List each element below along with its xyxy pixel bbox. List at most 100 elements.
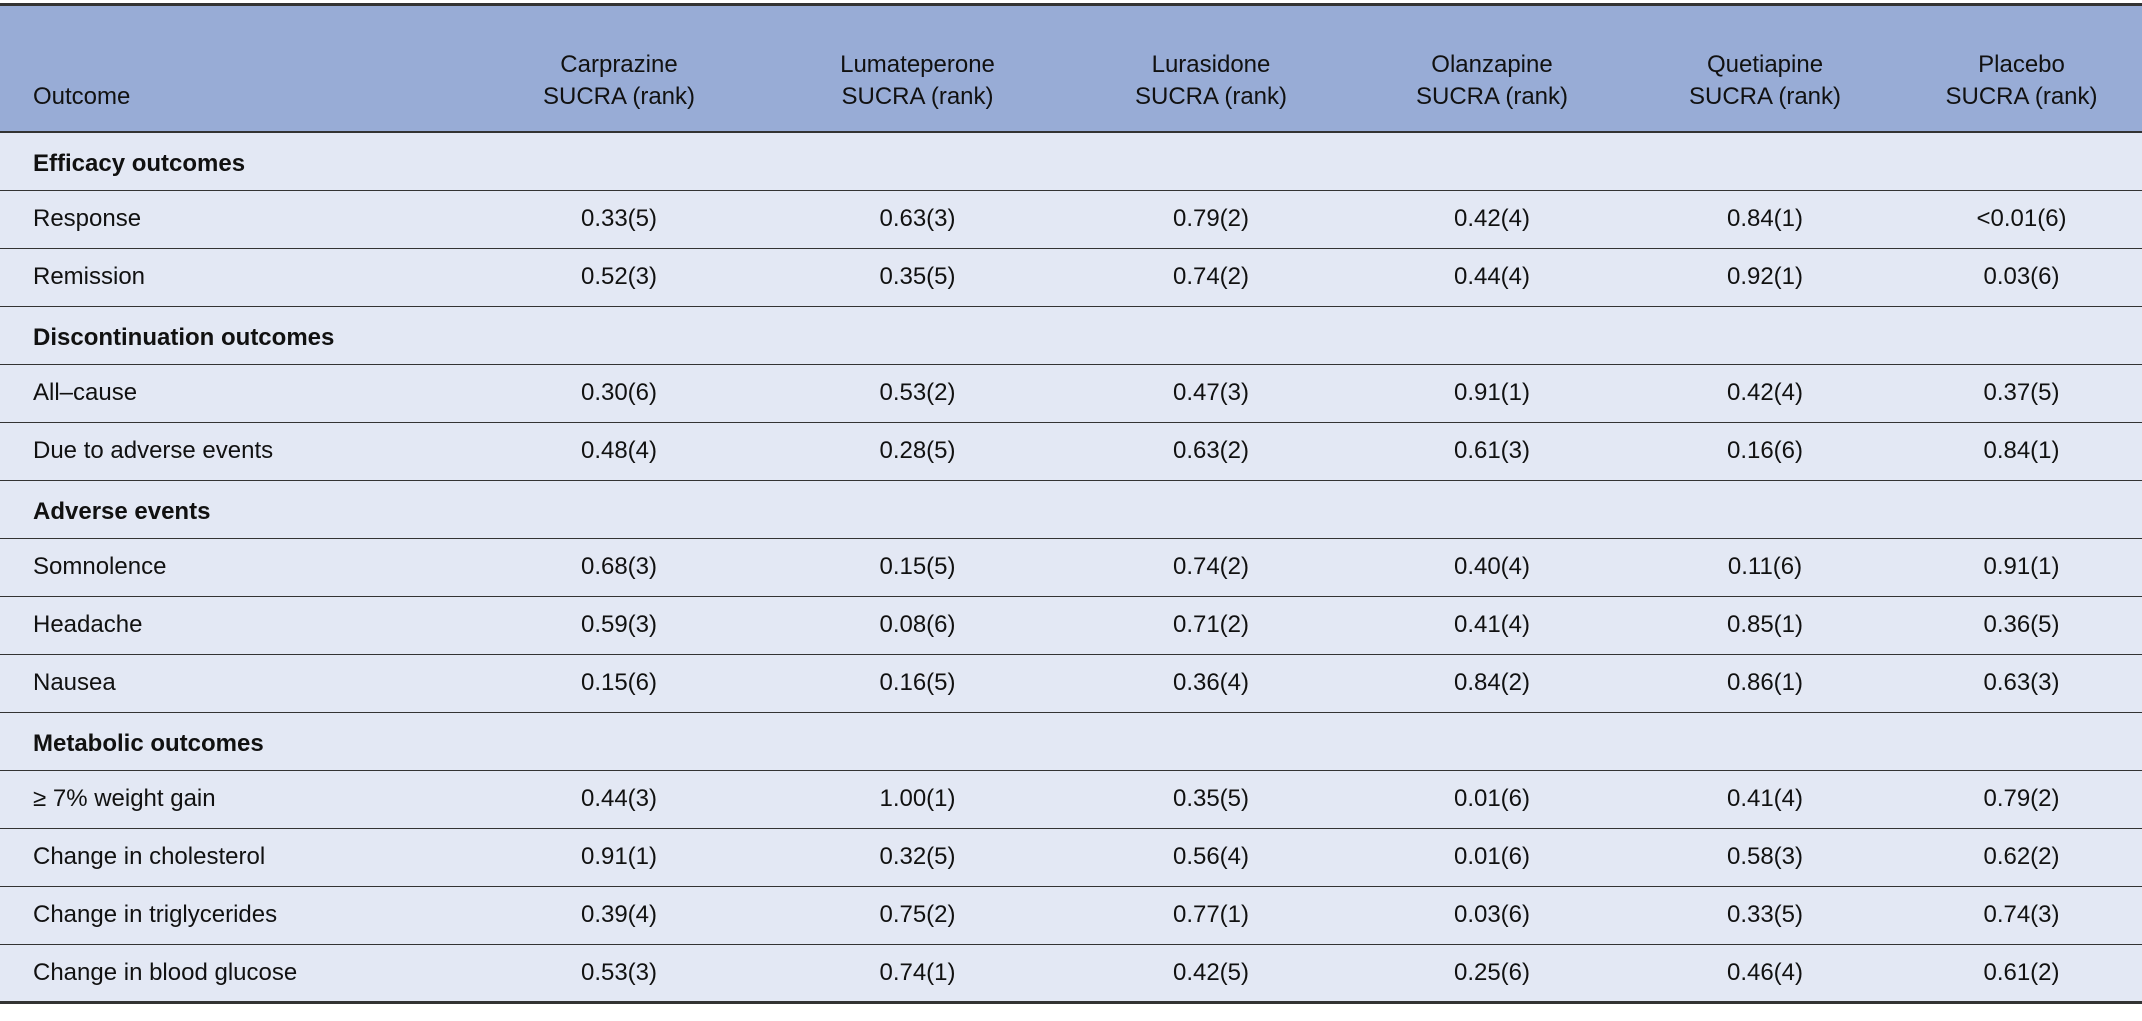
sucra-cell: 0.79(2) (1172, 205, 1250, 232)
sucra-cell: 0.91(1) (1983, 553, 2060, 580)
sucra-cell: 0.35(5) (879, 263, 956, 290)
sucra-cell: 1.00(1) (879, 785, 956, 812)
section-header-row: Discontinuation outcomes (0, 306, 2142, 364)
sucra-cell: 0.36(5) (1983, 611, 2060, 638)
table-body: Efficacy outcomes Response 0.33(5) 0.63(3) 0… (0, 132, 2142, 1002)
section-header-row: Metabolic outcomes (0, 712, 2142, 770)
header-row: Outcome Carprazine SUCRA (rank) Lumateperon… (0, 4, 2142, 133)
sucra-cell: 0.74(3) (1983, 901, 2060, 928)
sucra-cell: 0.08(6) (879, 611, 956, 638)
table-row: Change in triglycerides 0.39(4) 0.75(2) 0.7… (0, 886, 2142, 944)
header-line2: SUCRA (rank) (1415, 83, 1569, 110)
section-title: Metabolic outcomes (33, 730, 264, 757)
sucra-cell: 0.35(5) (1172, 785, 1250, 812)
column-header-quetiapine: Quetiapine SUCRA (rank) (1629, 5, 1901, 133)
outcome-label: Remission (33, 263, 146, 290)
sucra-cell: 0.74(2) (1172, 263, 1250, 290)
outcome-label: Response (33, 205, 142, 232)
header-line1: Lurasidone (1151, 51, 1271, 78)
column-header-outcome: Outcome (0, 5, 470, 133)
outcome-label: All–cause (33, 379, 138, 406)
sucra-cell: <0.01(6) (1976, 205, 2067, 232)
table-row: Headache 0.59(3) 0.08(6) 0.71(2) 0.41(4) 0.85… (0, 596, 2142, 654)
sucra-cell: 0.91(1) (1453, 379, 1531, 406)
sucra-cell: 0.39(4) (580, 901, 658, 928)
sucra-cell: 0.03(6) (1453, 901, 1531, 928)
section-title: Efficacy outcomes (33, 150, 246, 178)
table-row: Change in cholesterol 0.91(1) 0.32(5) 0.56(… (0, 828, 2142, 886)
section-title: Discontinuation outcomes (33, 324, 335, 351)
sucra-cell: 0.28(5) (879, 437, 956, 464)
sucra-cell: 0.56(4) (1172, 843, 1250, 870)
outcome-label: Somnolence (33, 553, 167, 580)
sucra-cell: 0.84(1) (1726, 205, 1804, 232)
sucra-cell: 0.63(3) (879, 205, 956, 232)
sucra-cell: 0.42(5) (1172, 958, 1250, 986)
sucra-cell: 0.74(2) (1172, 553, 1250, 580)
sucra-cell: 0.47(3) (1172, 379, 1250, 406)
sucra-cell: 0.63(2) (1172, 437, 1250, 464)
sucra-cell: 0.11(6) (1727, 553, 1803, 580)
sucra-cell: 0.15(5) (879, 553, 956, 580)
sucra-cell: 0.32(5) (879, 843, 956, 870)
sucra-cell: 0.91(1) (580, 843, 658, 870)
sucra-cell: 0.44(3) (580, 785, 658, 812)
sucra-cell: 0.53(2) (879, 379, 956, 406)
sucra-cell: 0.92(1) (1726, 263, 1804, 290)
sucra-cell: 0.84(2) (1453, 669, 1531, 696)
header-line1: Lumateperone (840, 51, 995, 78)
section-header-row: Adverse events (0, 480, 2142, 538)
sucra-cell: 0.16(6) (1726, 437, 1804, 464)
sucra-cell: 0.41(4) (1453, 611, 1531, 638)
header-line2: SUCRA (rank) (1134, 83, 1288, 110)
outcome-label: Headache (33, 611, 143, 638)
section-header-row: Efficacy outcomes (0, 132, 2142, 190)
sucra-cell: 0.85(1) (1726, 611, 1804, 638)
sucra-cell: 0.58(3) (1726, 843, 1804, 870)
sucra-cell: 0.84(1) (1983, 437, 2060, 464)
outcome-label: Change in triglycerides (33, 901, 278, 928)
sucra-cell: 0.44(4) (1453, 263, 1531, 290)
outcome-label: Nausea (33, 669, 116, 696)
sucra-cell: 0.74(1) (879, 958, 956, 986)
outcome-label: Change in blood glucose (33, 958, 298, 986)
column-header-lumateperone: Lumateperone SUCRA (rank) (768, 5, 1067, 133)
column-header-olanzapine: Olanzapine SUCRA (rank) (1355, 5, 1629, 133)
table-row: Remission 0.52(3) 0.35(5) 0.74(2) 0.44(4) 0.9… (0, 248, 2142, 306)
header-line2: SUCRA (rank) (841, 83, 994, 110)
sucra-cell: 0.68(3) (580, 553, 658, 580)
header-line1: Carprazine (560, 51, 678, 78)
sucra-cell: 0.75(2) (879, 901, 956, 928)
sucra-cell: 0.01(6) (1453, 843, 1531, 870)
sucra-cell: 0.86(1) (1726, 669, 1804, 696)
outcome-label: Change in cholesterol (33, 843, 266, 870)
sucra-cell: 0.15(6) (580, 669, 658, 696)
column-header-lurasidone: Lurasidone SUCRA (rank) (1067, 5, 1355, 133)
sucra-cell: 0.30(6) (580, 379, 658, 406)
sucra-cell: 0.25(6) (1453, 958, 1531, 986)
sucra-cell: 0.41(4) (1726, 785, 1804, 812)
header-line2: SUCRA (rank) (1688, 83, 1842, 110)
outcome-label: ≥ 7% weight gain (33, 785, 216, 812)
sucra-cell: 0.46(4) (1726, 958, 1804, 986)
sucra-cell: 0.63(3) (1983, 669, 2060, 696)
table-row: Somnolence 0.68(3) 0.15(5) 0.74(2) 0.40(4) 0.… (0, 538, 2142, 596)
sucra-cell: 0.79(2) (1983, 785, 2060, 812)
sucra-cell: 0.62(2) (1983, 843, 2060, 870)
header-line2: Outcome (33, 83, 131, 110)
table-row: All–cause 0.30(6) 0.53(2) 0.47(3) 0.91(1) 0.4… (0, 364, 2142, 422)
table-row: ≥ 7% weight gain 0.44(3) 1.00(1) 0.35(5) 0.0… (0, 770, 2142, 828)
table-header: Outcome Carprazine SUCRA (rank) Lumateperon… (0, 4, 2142, 133)
sucra-cell: 0.33(5) (580, 205, 658, 232)
sucra-cell: 0.77(1) (1172, 901, 1250, 928)
table-row: Nausea 0.15(6) 0.16(5) 0.36(4) 0.84(2) 0.86(1… (0, 654, 2142, 712)
sucra-cell: 0.42(4) (1726, 379, 1804, 406)
outcome-label: Due to adverse events (33, 437, 274, 464)
sucra-cell: 0.52(3) (580, 263, 658, 290)
sucra-cell: 0.53(3) (580, 958, 658, 986)
sucra-cell: 0.61(2) (1983, 958, 2060, 986)
header-line1: Quetiapine (1706, 51, 1824, 78)
column-header-carprazine: Carprazine SUCRA (rank) (470, 5, 768, 133)
header-line2: SUCRA (rank) (1945, 83, 2098, 110)
sucra-cell: 0.36(4) (1172, 669, 1250, 696)
